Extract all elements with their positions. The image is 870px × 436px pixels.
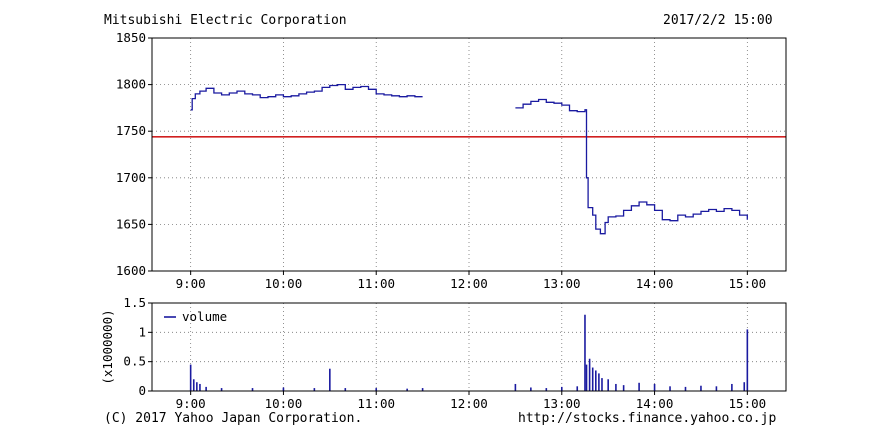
company-title: Mitsubishi Electric Corporation <box>104 13 347 28</box>
price-panel: 9:00 10:00 11:00 12:00 13:00 14:00 15:00 1600 16… <box>116 30 787 291</box>
price-x-tick-label: 10:00 <box>265 276 303 291</box>
volume-x-tick-label: 12:00 <box>450 396 488 411</box>
volume-x-tick-label: 15:00 <box>729 396 767 411</box>
volume-x-tick-label: 14:00 <box>636 396 674 411</box>
price-plot-frame <box>151 37 787 272</box>
chart-datetime: 2017/2/2 15:00 <box>663 13 773 28</box>
volume-y-tick-label: 1 <box>138 324 146 339</box>
price-x-tick-label: 15:00 <box>729 276 767 291</box>
price-line-afternoon <box>515 98 748 235</box>
volume-y-tick-label: 1.5 <box>123 295 146 310</box>
legend-label: volume <box>182 309 227 324</box>
price-y-tick-label: 1850 <box>116 30 146 45</box>
price-x-tick-label: 12:00 <box>450 276 488 291</box>
price-y-tick-label: 1700 <box>116 170 146 185</box>
source-url: http://stocks.finance.yahoo.co.jp <box>518 411 777 426</box>
price-y-tick-label: 1650 <box>116 216 146 231</box>
volume-y-axis-label: (x1000000) <box>100 309 115 384</box>
volume-x-tick-label: 13:00 <box>543 396 581 411</box>
price-x-tick-label: 11:00 <box>357 276 395 291</box>
volume-y-tick-label: 0 <box>138 383 146 398</box>
price-y-tick-label: 1750 <box>116 123 146 138</box>
volume-panel: 9:00 10:00 11:00 12:00 13:00 14:00 15:00 0 0.5 1 1… <box>100 295 787 411</box>
volume-x-tick-label: 10:00 <box>265 396 303 411</box>
price-line-morning <box>190 83 423 111</box>
price-x-tick-label: 13:00 <box>543 276 581 291</box>
price-y-tick-label: 1800 <box>116 77 146 92</box>
volume-y-tick-label: 0.5 <box>123 354 146 369</box>
volume-plot-frame <box>151 302 787 392</box>
price-y-tick-label: 1600 <box>116 263 146 278</box>
volume-x-tick-label: 11:00 <box>357 396 395 411</box>
volume-x-tick-label: 9:00 <box>176 396 206 411</box>
price-x-tick-label: 14:00 <box>636 276 674 291</box>
price-x-tick-label: 9:00 <box>176 276 206 291</box>
copyright-text: (C) 2017 Yahoo Japan Corporation. <box>104 411 363 426</box>
